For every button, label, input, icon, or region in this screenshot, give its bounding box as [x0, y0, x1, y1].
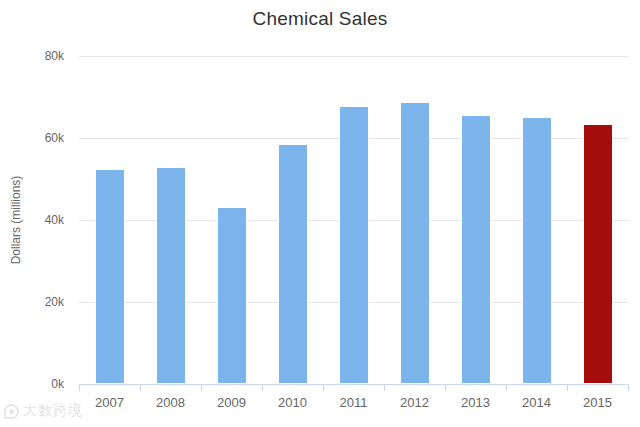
y-axis-labels: 80k60k40k20k0k	[0, 56, 64, 384]
bar-2015[interactable]	[583, 124, 613, 384]
plot-area	[79, 56, 628, 384]
watermark: 大数跨境	[4, 402, 83, 420]
bar-2014[interactable]	[522, 117, 552, 384]
chart-title: Chemical Sales	[0, 8, 640, 30]
x-axis-tick	[262, 385, 263, 391]
bar-2012[interactable]	[400, 102, 430, 384]
bar-2008[interactable]	[156, 167, 186, 384]
bar-2011[interactable]	[339, 106, 369, 384]
x-axis-label: 2015	[567, 394, 628, 412]
x-axis-label: 2012	[384, 394, 445, 412]
x-axis-line	[79, 384, 629, 385]
x-axis-tick	[201, 385, 202, 391]
x-axis-label: 2008	[140, 394, 201, 412]
x-axis-tick	[140, 385, 141, 391]
y-axis-tick-label: 20k	[0, 294, 64, 310]
gridline	[79, 56, 628, 57]
bar-2013[interactable]	[461, 115, 491, 384]
x-axis-tick	[445, 385, 446, 391]
watermark-logo-icon	[4, 404, 19, 419]
x-axis-label: 2011	[323, 394, 384, 412]
x-axis-labels: 200720082009201020112012201320142015	[79, 394, 628, 412]
x-axis-label: 2010	[262, 394, 323, 412]
y-axis-tick-label: 60k	[0, 130, 64, 146]
bar-2010[interactable]	[278, 144, 308, 384]
x-axis-tick	[628, 385, 629, 391]
y-axis-tick-label: 80k	[0, 48, 64, 64]
chart-container: Chemical Sales Dollars (millions) 80k60k…	[0, 0, 640, 427]
x-axis-label: 2009	[201, 394, 262, 412]
x-axis-tick	[323, 385, 324, 391]
x-axis-label: 2013	[445, 394, 506, 412]
x-axis-tick	[506, 385, 507, 391]
x-axis-label: 2007	[79, 394, 140, 412]
bar-2007[interactable]	[95, 169, 125, 384]
watermark-text: 大数跨境	[23, 402, 83, 420]
x-axis-label: 2014	[506, 394, 567, 412]
bar-2009[interactable]	[217, 207, 247, 384]
y-axis-tick-label: 0k	[0, 376, 64, 392]
y-axis-tick-label: 40k	[0, 212, 64, 228]
x-axis-tick	[384, 385, 385, 391]
x-axis-tick	[567, 385, 568, 391]
x-axis-tick	[79, 385, 80, 391]
